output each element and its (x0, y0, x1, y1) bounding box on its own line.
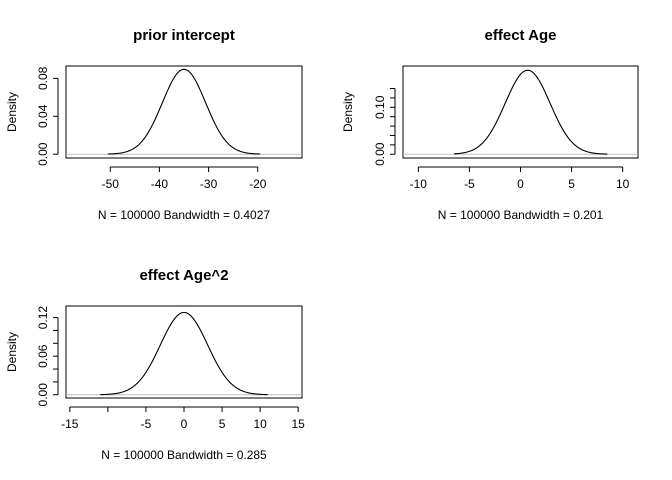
density-curve (454, 69, 608, 155)
panel-title: effect Age (485, 27, 557, 44)
x-tick-label: -50 (102, 177, 120, 191)
y-tick-label: 0.06 (36, 344, 50, 368)
y-tick-label: 0.00 (373, 142, 387, 166)
density-curve (100, 311, 268, 396)
y-axis-label: Density (341, 92, 355, 132)
density-panel-3: effect Age^2 -15 -5 0 5 10 15 0.00 0.06 0.12 N = 1… (5, 267, 305, 462)
y-tick-label: 0.00 (36, 383, 50, 407)
density-curve (107, 68, 261, 155)
x-axis-label: N = 100000 Bandwidth = 0.285 (101, 448, 267, 462)
x-tick-label: -5 (464, 177, 475, 191)
panel-title: prior intercept (133, 27, 235, 44)
plot-frame (65, 65, 303, 159)
x-tick-label: -30 (200, 177, 218, 191)
x-tick-label: 10 (616, 177, 630, 191)
y-tick-label: 0.08 (36, 66, 50, 90)
y-tick-label: 0.04 (36, 104, 50, 128)
x-axis-label: N = 100000 Bandwidth = 0.201 (438, 208, 604, 222)
density-panel-2: effect Age -10 -5 0 5 10 0.00 0.10 N = 100000 Ba… (341, 27, 639, 222)
x-tick-label: 0 (517, 177, 524, 191)
x-tick-label: -5 (141, 417, 152, 431)
x-tick-label: 5 (568, 177, 575, 191)
y-tick-label: 0.10 (373, 95, 387, 119)
panel-title: effect Age^2 (139, 267, 228, 284)
x-tick-label: 5 (219, 417, 226, 431)
x-tick-label: 15 (292, 417, 306, 431)
y-axis-label: Density (5, 332, 19, 372)
plot-frame (65, 305, 303, 399)
x-tick-label: -40 (151, 177, 169, 191)
x-tick-label: -20 (249, 177, 267, 191)
x-tick-label: 10 (253, 417, 267, 431)
x-tick-label: 0 (181, 417, 188, 431)
y-tick-label: 0.12 (36, 306, 50, 330)
y-tick-label: 0.00 (36, 142, 50, 166)
x-tick-label: -15 (61, 417, 79, 431)
density-panel-1: prior intercept -50 -40 -30 -20 0.00 0.04 0.08 N… (5, 27, 303, 222)
x-tick-label: -10 (410, 177, 428, 191)
y-axis-label: Density (5, 92, 19, 132)
plot-frame (402, 65, 639, 159)
x-axis-label: N = 100000 Bandwidth = 0.4027 (98, 208, 270, 222)
